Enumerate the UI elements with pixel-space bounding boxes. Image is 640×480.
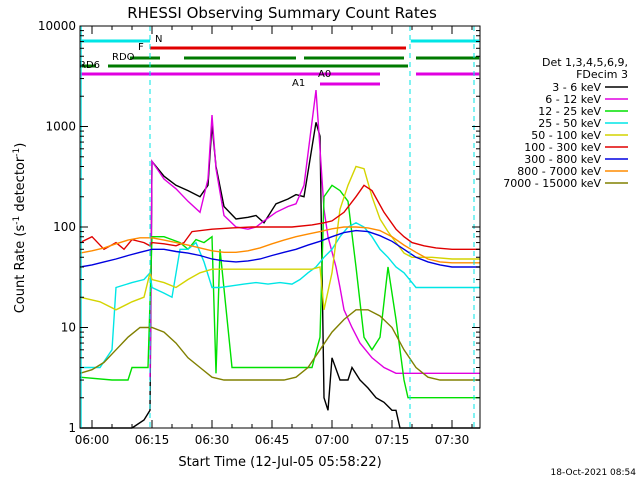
axes: 06:00 06:15 06:30 06:45 07:00 07:15 07:30 1 10 10…	[38, 19, 480, 447]
x-tick-label: 06:30	[195, 433, 230, 447]
series-line-7	[79, 226, 480, 264]
x-tick-label: 06:00	[75, 433, 110, 447]
legend-header-line: Det 1,3,4,5,6,9,	[542, 56, 628, 69]
legend-entry-label: 7000 - 15000 keV	[503, 177, 601, 190]
render-timestamp: 18-Oct-2021 08:54	[551, 468, 637, 478]
series-line-4	[79, 165, 480, 311]
flag-label-a1: A1	[292, 78, 305, 89]
series-line-5	[79, 184, 480, 251]
flag-label-rd6: RD6	[79, 60, 100, 71]
y-tick-label: 10	[61, 321, 76, 335]
y-tick-label: 100	[53, 220, 76, 234]
series-line-1	[149, 90, 480, 381]
y-label-close: )	[13, 143, 28, 148]
y-label-sup: -1	[12, 216, 22, 225]
legend-entry-label: 50 - 100 keV	[531, 129, 601, 142]
chart-title: RHESSI Observing Summary Count Rates	[127, 4, 437, 22]
flag-label-f: F	[138, 42, 144, 53]
y-label-part: Count Rate (s	[13, 225, 28, 314]
series-line-2	[79, 184, 480, 399]
series-line-0	[80, 122, 480, 429]
series-line-3	[80, 222, 480, 369]
x-tick-label: 06:45	[255, 433, 290, 447]
legend-entry-label: 300 - 800 keV	[524, 153, 601, 166]
y-tick-label: 10000	[38, 19, 76, 33]
y-tick-label: 1	[68, 421, 76, 435]
legend-entry-label: 12 - 25 keV	[538, 105, 601, 118]
x-tick-label: 06:15	[135, 433, 170, 447]
legend-entry-label: 800 - 7000 keV	[517, 165, 601, 178]
y-axis-label: Count Rate (s-1 detector-1)	[12, 143, 28, 314]
x-tick-label: 07:15	[375, 433, 410, 447]
legend-entry-label: 6 - 12 keV	[545, 93, 601, 106]
series-line-8	[79, 309, 480, 381]
y-label-sup2: -1	[12, 148, 22, 157]
series-lines	[79, 90, 480, 429]
legend-entry-label: 3 - 6 keV	[552, 81, 601, 94]
legend-header-line: FDecim 3	[576, 68, 628, 81]
flag-label-rdo: RDO	[112, 52, 135, 63]
x-tick-label: 07:30	[435, 433, 470, 447]
x-axis-label: Start Time (12-Jul-05 05:58:22)	[178, 455, 381, 470]
series-line-6	[79, 229, 480, 268]
x-tick-label: 07:00	[315, 433, 350, 447]
legend-entry-label: 25 - 50 keV	[538, 117, 601, 130]
legend-entry-label: 100 - 300 keV	[524, 141, 601, 154]
y-tick-label: 1000	[45, 120, 76, 134]
flag-label-a0: A0	[318, 69, 331, 80]
flag-label-n: N	[155, 34, 162, 45]
y-label-part2: detector	[13, 156, 28, 216]
